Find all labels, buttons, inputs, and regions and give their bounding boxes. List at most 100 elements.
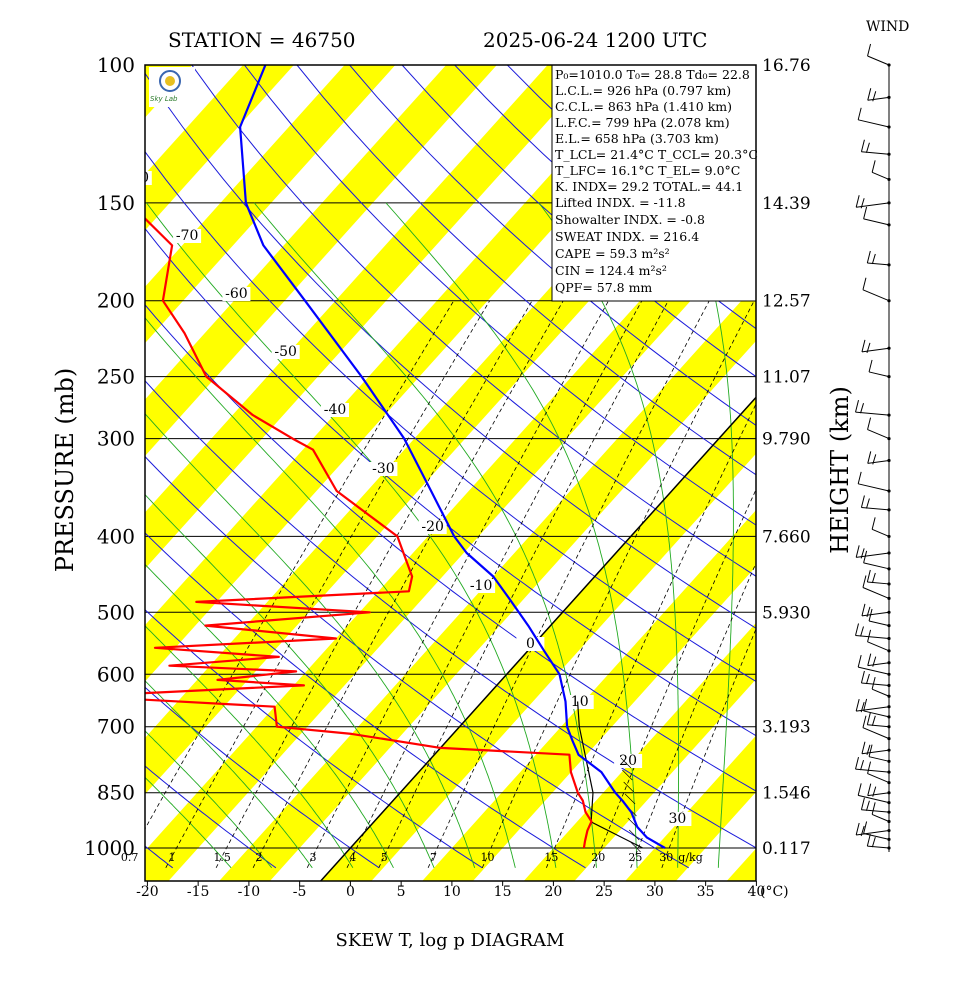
wind-barb-shaft: [861, 506, 890, 511]
wind-barb-flag: [872, 656, 877, 667]
mixing-ratio-line: [306, 300, 609, 868]
wind-barb-shaft: [862, 727, 890, 740]
wind-barb-flag: [866, 744, 871, 755]
wind-dot: [887, 683, 891, 688]
wind-barb-shaft: [871, 813, 890, 822]
mixing-ratio-label: 15: [544, 851, 558, 864]
index-line: CIN = 124.4 m²s²: [555, 263, 667, 278]
isotherm-label: -50: [274, 344, 297, 360]
isotherm-label-bg: [369, 462, 398, 476]
isotherm-label: 0: [526, 636, 535, 652]
pressure-tick-label: 850: [97, 781, 135, 805]
isotherm-label: -20: [421, 519, 444, 535]
wind-barb-flag: [855, 400, 860, 413]
moist-adiabat: [145, 493, 435, 868]
wind-barb-flag: [857, 471, 862, 484]
wind-barb-flag: [860, 198, 865, 209]
mixing-ratio-label: 0.7: [121, 851, 139, 864]
temperature-band: [726, 848, 756, 881]
temperature-band: [145, 65, 700, 682]
dry-adiabat: [244, 65, 756, 526]
x-unit-label: (°C): [760, 884, 789, 900]
wind-barb-shaft: [867, 96, 890, 101]
pressure-tick-label: 500: [97, 600, 135, 624]
wind-barb-shaft: [868, 620, 890, 627]
dry-adiabat: [928, 65, 960, 868]
mixing-ratio-label: 2: [256, 851, 263, 864]
wind-barb-shaft: [867, 262, 890, 266]
wind-dot: [887, 582, 891, 586]
wind-barb-shaft: [858, 794, 890, 804]
index-line: E.L.= 658 hPa (3.703 km): [555, 131, 719, 146]
mixing-ratio-line: [593, 488, 756, 868]
moist-adiabat: [145, 680, 313, 869]
mixing-ratio-label: 3: [310, 851, 317, 864]
isotherm-label: -40: [324, 402, 347, 418]
mixing-ratio-labels: 0.7 1 1.5 2 3 4 5 7 10 15 20 25 30 g/kg: [121, 851, 703, 864]
pressure-tick-label: 300: [97, 427, 135, 451]
wind-barb-shaft: [861, 749, 890, 755]
mixing-ratio-line: [378, 300, 669, 868]
mixing-ratio-line: [346, 300, 643, 868]
wind-barb-column: [855, 43, 891, 852]
mixing-ratio-line: [165, 300, 491, 868]
wind-barb-flag: [867, 417, 872, 430]
temperature-tick-label: 35: [697, 884, 715, 900]
wind-barb-flag: [866, 342, 871, 354]
index-line: SWEAT INDX. = 216.4: [555, 229, 699, 244]
temperature-band: [145, 65, 497, 456]
wind-dot: [887, 567, 891, 571]
wind-barb-flag: [871, 160, 876, 173]
isotherm-label-bg: [565, 695, 594, 709]
isotherm-label: 20: [619, 753, 637, 769]
wind-barb-shaft: [868, 371, 890, 378]
wind-barb-flag: [860, 403, 864, 414]
temperature-band: [145, 171, 756, 881]
wind-barb-flag: [855, 822, 860, 836]
dry-adiabat: [145, 227, 756, 737]
height-tick-label: 9.790: [762, 430, 811, 450]
isotherm-label-bg: [614, 754, 643, 768]
wind-barb-shaft: [867, 724, 890, 728]
wind-barb-flag: [863, 821, 868, 834]
height-tick-label: 0.117: [762, 839, 811, 859]
wind-barb-flag: [867, 629, 872, 642]
dry-adiabat: [145, 765, 277, 869]
wind-barb-shaft: [867, 429, 890, 440]
dry-adiabat-lines: [145, 65, 960, 869]
mixing-ratio-label: 1: [169, 851, 176, 864]
isotherm-label: -60: [225, 286, 248, 302]
dry-adiabat: [349, 65, 756, 426]
isotherm-label: 10: [571, 694, 589, 710]
wind-barb-flag: [855, 698, 860, 712]
wind-barb-flag: [867, 761, 872, 774]
mixing-ratio-label: 20: [591, 851, 605, 864]
mixing-ratio-label: 7: [430, 851, 437, 864]
wind-barb-flag: [865, 673, 870, 685]
isotherm-label-bg: [663, 812, 692, 826]
moist-adiabat: [145, 413, 476, 868]
wind-barb-flag: [871, 517, 876, 530]
wind-barb-flag: [866, 569, 871, 583]
temperature-tick-label: -15: [187, 884, 210, 900]
wind-barb-flag: [872, 454, 877, 465]
pressure-axis-label: PRESSURE (mb): [51, 368, 79, 573]
wind-barb-shaft: [863, 832, 890, 840]
wind-barb-flag: [867, 451, 872, 464]
mixing-ratio-line: [630, 562, 756, 868]
index-box: [551, 64, 757, 302]
wind-barb-shaft: [861, 151, 890, 155]
wind-barb-flag: [861, 741, 866, 754]
wind-barb-flag: [855, 195, 860, 208]
wind-barb-flag: [860, 760, 864, 771]
pressure-tick-label: 1000: [84, 836, 135, 860]
wind-barb-flag: [871, 802, 876, 815]
wind-barb-flag: [871, 836, 876, 848]
parcel-hatch: [628, 829, 640, 841]
mixing-ratio-label: 10: [481, 851, 495, 864]
wind-barb-flag: [857, 783, 862, 796]
wind-barb-flag: [862, 277, 867, 290]
wind-barb-flag: [855, 545, 860, 558]
wind-barb-shaft: [867, 460, 890, 464]
mixing-ratio-label: 30: [659, 851, 673, 864]
